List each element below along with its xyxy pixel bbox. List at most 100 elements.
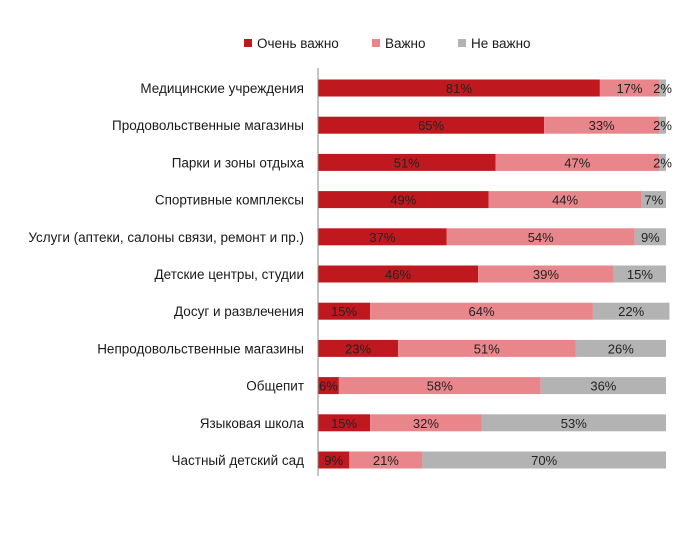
bar-segment-очень-важно [318, 191, 489, 209]
bar-segment-важно [446, 228, 635, 246]
legend: Очень важно Важно Не важно [244, 36, 531, 51]
legend-item-0: Очень важно [244, 36, 339, 51]
bar-segment-важно [338, 377, 541, 395]
category-label: Медицинские учреждения [140, 81, 304, 96]
category-label: Парки и зоны отдыха [172, 155, 305, 170]
category-label: Услуги (аптеки, салоны связи, ремонт и п… [28, 230, 304, 245]
data-label: 9% [641, 230, 660, 245]
bar-row: 37% 54% 9% [318, 228, 666, 246]
legend-label: Не важно [471, 36, 531, 51]
bar-segment-не-важно [422, 451, 666, 469]
data-label: 2% [653, 118, 672, 133]
bar-row: 9% 21% 70% [318, 451, 666, 469]
data-label: 47% [564, 155, 590, 170]
bar-segment-очень-важно [318, 339, 399, 357]
legend-swatch [372, 39, 380, 47]
data-label: 51% [394, 155, 420, 170]
data-label: 46% [385, 267, 411, 282]
category-label: Языковая школа [200, 416, 305, 431]
data-label: 81% [446, 81, 472, 96]
data-label: 64% [469, 304, 495, 319]
category-label: Непродовольственные магазины [97, 341, 304, 356]
bar-segment-очень-важно [318, 377, 339, 395]
bar-segment-важно [478, 265, 614, 283]
data-label: 22% [618, 304, 644, 319]
category-label: Досуг и развлечения [174, 304, 304, 319]
data-label: 15% [331, 416, 357, 431]
data-label: 49% [390, 193, 416, 208]
bar-segment-очень-важно [318, 153, 496, 171]
bar-row: 51% 47% 2% [318, 153, 672, 171]
data-label: 9% [324, 453, 343, 468]
legend-swatch [458, 39, 466, 47]
bar-row: 65% 33% 2% [318, 116, 672, 134]
data-label: 37% [369, 230, 395, 245]
data-label: 51% [474, 341, 500, 356]
category-label: Продовольственные магазины [112, 118, 304, 133]
bar-segment-очень-важно [318, 414, 371, 432]
bar-segment-очень-важно [318, 116, 545, 134]
data-label: 2% [653, 155, 672, 170]
bar-segment-не-важно [592, 302, 670, 320]
data-label: 70% [531, 453, 557, 468]
data-label: 17% [616, 81, 642, 96]
data-label: 2% [653, 81, 672, 96]
bar-segment-не-важно [613, 265, 666, 283]
data-label: 15% [627, 267, 653, 282]
bars: 81% 17% 2% 65% 33% 2% 51% 47% 2% 49% 44% 7% 37% 54% 9%… [318, 79, 672, 469]
category-label: Частный детский сад [172, 453, 305, 468]
data-label: 65% [418, 118, 444, 133]
bar-segment-важно [349, 451, 423, 469]
bar-row: 15% 32% 53% [318, 414, 666, 432]
category-label: Общепит [246, 379, 304, 394]
bar-segment-очень-важно [318, 265, 479, 283]
bar-row: 81% 17% 2% [318, 79, 672, 97]
bar-segment-очень-важно [318, 228, 447, 246]
bar-segment-не-важно [659, 79, 666, 97]
data-label: 58% [427, 379, 453, 394]
data-label: 21% [373, 453, 399, 468]
bar-row: 15% 64% 22% [318, 302, 670, 320]
data-label: 44% [552, 193, 578, 208]
bar-row: 49% 44% 7% [318, 191, 666, 209]
bar-segment-очень-важно [318, 302, 371, 320]
data-label: 6% [319, 379, 338, 394]
bar-segment-не-важно [659, 153, 666, 171]
legend-swatch [244, 39, 252, 47]
legend-item-2: Не важно [458, 36, 531, 51]
category-labels: Медицинские учреждения Продовольственные … [28, 81, 304, 468]
data-label: 36% [590, 379, 616, 394]
bar-segment-очень-важно [318, 79, 600, 97]
data-label: 7% [644, 193, 663, 208]
bar-segment-важно [488, 191, 642, 209]
bar-segment-важно [495, 153, 660, 171]
category-label: Спортивные комплексы [155, 193, 304, 208]
legend-item-1: Важно [372, 36, 426, 51]
bar-segment-не-важно [641, 191, 666, 209]
data-label: 53% [561, 416, 587, 431]
bar-segment-важно [544, 116, 660, 134]
bar-segment-важно [398, 339, 576, 357]
bar-row: 23% 51% 26% [318, 339, 666, 357]
bar-segment-важно [599, 79, 660, 97]
data-label: 15% [331, 304, 357, 319]
category-label: Детские центры, студии [155, 267, 304, 282]
data-label: 39% [533, 267, 559, 282]
bar-segment-не-важно [481, 414, 666, 432]
bar-segment-не-важно [659, 116, 666, 134]
data-label: 54% [528, 230, 554, 245]
bar-row: 46% 39% 15% [318, 265, 666, 283]
bar-segment-не-важно [540, 377, 666, 395]
data-label: 23% [345, 341, 371, 356]
data-label: 33% [589, 118, 615, 133]
data-label: 32% [413, 416, 439, 431]
bar-row: 6% 58% 36% [318, 377, 666, 395]
bar-segment-важно [370, 414, 482, 432]
bar-segment-не-важно [634, 228, 666, 246]
legend-label: Очень важно [257, 36, 339, 51]
legend-label: Важно [385, 36, 426, 51]
bar-segment-важно [370, 302, 593, 320]
bar-segment-очень-важно [318, 451, 350, 469]
bar-segment-не-важно [575, 339, 666, 357]
